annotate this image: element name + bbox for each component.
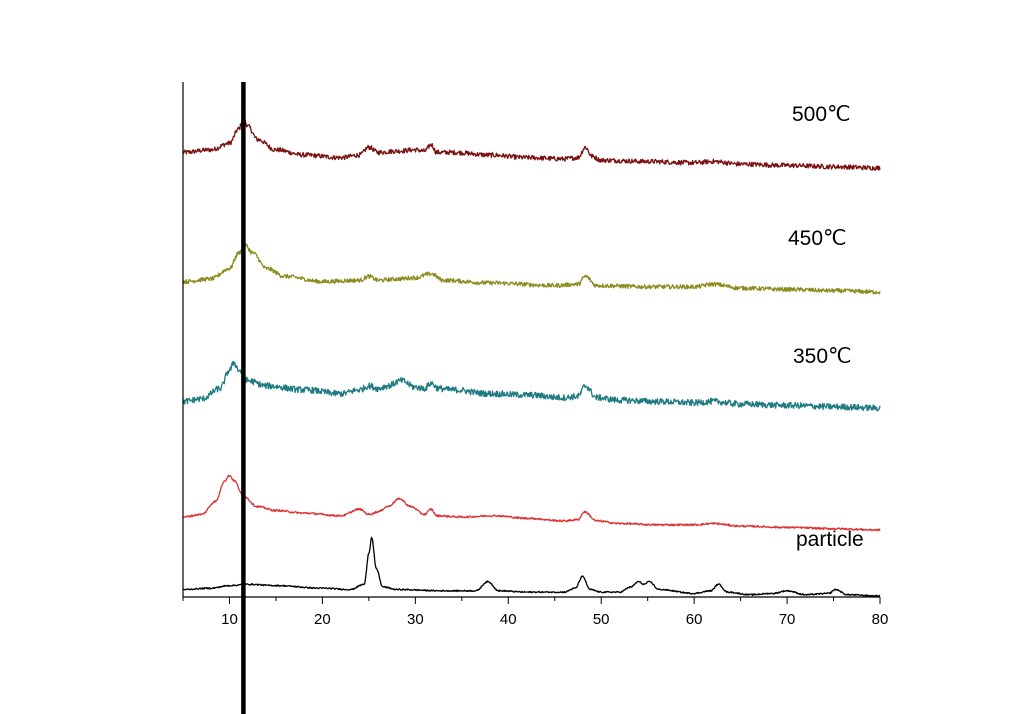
series-line-350 xyxy=(182,361,881,412)
series-line-particle xyxy=(182,536,881,598)
series-group xyxy=(182,116,881,598)
x-tick-label: 80 xyxy=(872,611,889,628)
series-labels: 500℃ 450℃ 350℃ particle xyxy=(788,103,864,551)
x-tick-label: 20 xyxy=(314,611,331,628)
x-tick-label: 50 xyxy=(593,611,610,628)
x-tick-label: 10 xyxy=(221,611,238,628)
series-label: 350℃ xyxy=(793,345,852,368)
x-ticks: 10 20 30 40 50 60 70 80 xyxy=(182,597,889,628)
x-tick-label: 70 xyxy=(779,611,796,628)
series-label: particle xyxy=(796,528,864,551)
series-label: 500℃ xyxy=(792,103,851,126)
series-label: 450℃ xyxy=(788,227,847,250)
x-tick-label: 60 xyxy=(686,611,703,628)
x-tick-label: 30 xyxy=(407,611,424,628)
series-line-unlabeled xyxy=(182,474,881,532)
x-tick-label: 40 xyxy=(500,611,517,628)
series-line-450 xyxy=(182,242,881,295)
axes xyxy=(182,82,880,598)
series-line-500 xyxy=(182,116,881,171)
